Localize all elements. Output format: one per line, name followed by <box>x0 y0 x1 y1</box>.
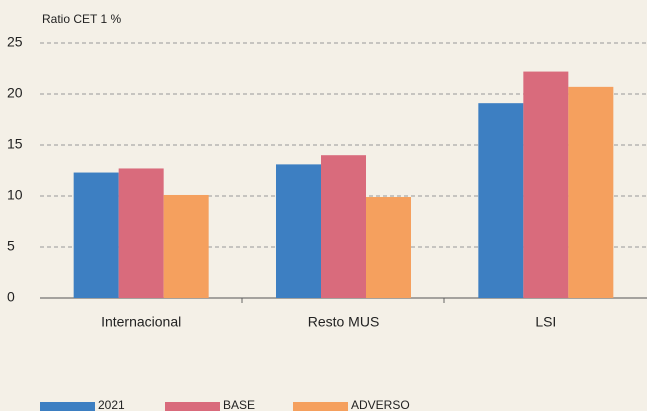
y-tick-label: 25 <box>7 34 23 50</box>
bar <box>478 103 524 299</box>
bar <box>523 71 569 298</box>
bar <box>321 155 366 298</box>
bar <box>118 168 164 298</box>
legend-swatch <box>165 402 220 411</box>
y-tick-label: 0 <box>7 289 15 305</box>
y-tick-label: 5 <box>7 238 15 254</box>
bar <box>163 194 209 298</box>
legend-label: 2021 <box>98 398 125 411</box>
x-tick-label: Internacional <box>101 314 181 330</box>
y-tick-label: 15 <box>7 136 23 152</box>
bar <box>366 197 411 298</box>
legend-label: BASE <box>223 398 255 411</box>
legend-swatch <box>293 402 348 411</box>
x-tick-label: Resto MUS <box>308 314 380 330</box>
legend-label: ADVERSO <box>351 398 410 411</box>
bar <box>73 172 119 298</box>
y-axis-label: Ratio CET 1 % <box>42 12 121 26</box>
x-tick-label: LSI <box>535 314 556 330</box>
bar <box>568 86 614 298</box>
bar <box>276 164 321 298</box>
legend-swatch <box>40 402 95 411</box>
y-tick-label: 10 <box>7 187 23 203</box>
y-tick-label: 20 <box>7 85 23 101</box>
